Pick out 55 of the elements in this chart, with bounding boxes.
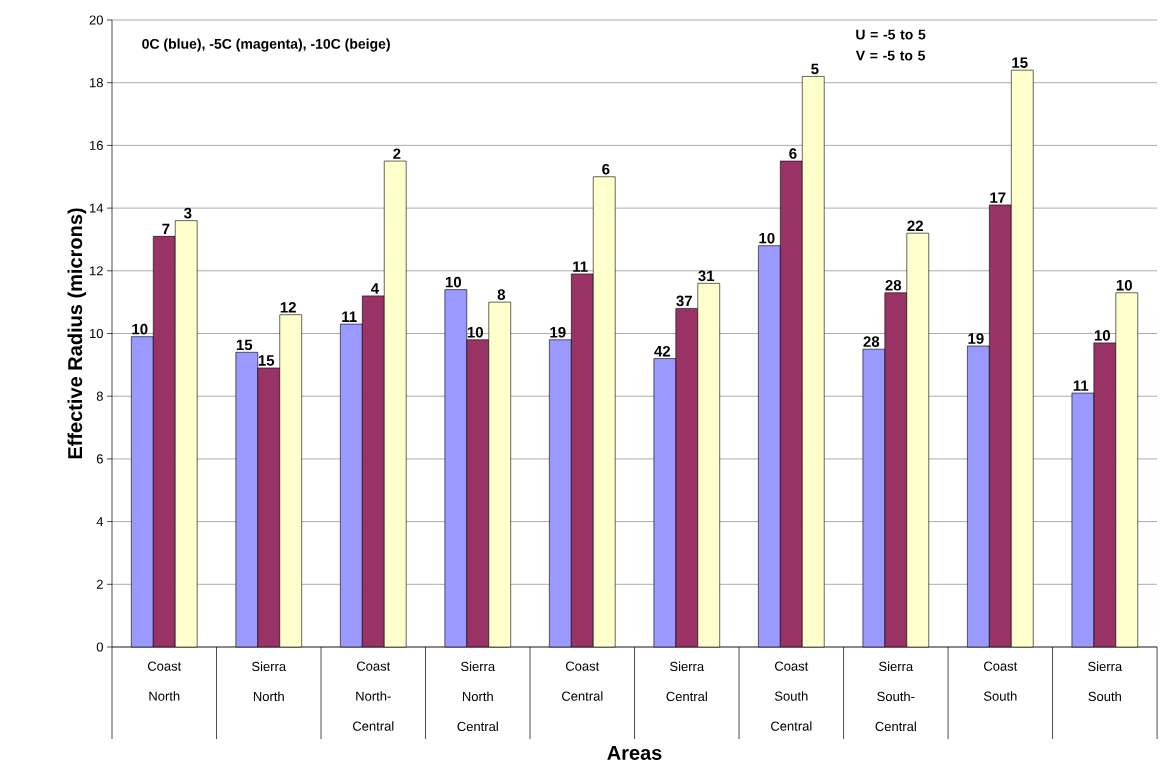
category-label: Sierra Central	[666, 661, 707, 702]
annotation: 31	[698, 270, 715, 282]
category-label: Coast Central	[562, 661, 603, 701]
y-axis-title: Effective Radius (microns)	[67, 208, 87, 459]
y-tick-label: 20	[89, 15, 103, 25]
category-label: Coast North	[147, 661, 182, 701]
annotation: 3	[184, 207, 192, 219]
annotation: 42	[654, 345, 671, 357]
annotation: 11	[342, 311, 357, 322]
y-tick-label: 2	[96, 579, 103, 589]
annotation: 11	[573, 261, 588, 272]
annotation: U = -5 to 5 V = -5 to 5	[855, 29, 926, 61]
y-tick-label: 10	[90, 328, 103, 339]
category-label: Sierra South-Central	[875, 661, 916, 732]
annotation: 2	[393, 148, 401, 159]
annotation: 28	[885, 279, 902, 291]
annotation: 28	[863, 336, 880, 347]
annotation: 4	[370, 283, 379, 294]
annotation: 12	[280, 302, 296, 313]
category-label: Coast South	[983, 661, 1018, 701]
annotation: 10	[1094, 330, 1110, 341]
annotation: 15	[258, 355, 275, 366]
annotation: 15	[1012, 57, 1028, 68]
category-label: Coast South Central	[771, 661, 812, 731]
annotation: 22	[907, 220, 923, 231]
annotation: 10	[132, 323, 148, 335]
annotation: 10	[467, 326, 483, 338]
annotation: 11	[1073, 380, 1089, 391]
annotation: 19	[968, 333, 984, 344]
category-label: Sierra North Central	[457, 661, 498, 732]
category-label: Sierra South	[1088, 661, 1123, 702]
category-label: Sierra North	[252, 661, 287, 702]
annotation: 10	[445, 276, 462, 288]
annotation: 17	[990, 192, 1006, 203]
y-tick-label: 0	[96, 642, 103, 652]
y-tick-label: 12	[90, 266, 103, 276]
annotation: 15	[236, 339, 253, 351]
annotation: 8	[497, 289, 506, 300]
annotation: 19	[550, 326, 566, 338]
category-label: Coast North-Central	[352, 661, 394, 731]
x-axis-title: Areas	[607, 745, 662, 760]
y-tick-label: 4	[96, 517, 104, 527]
annotation: 6	[789, 148, 797, 159]
annotation: 10	[759, 232, 775, 244]
y-tick-label: 6	[96, 454, 103, 464]
y-tick-label: 14	[90, 203, 104, 213]
annotation: 0C (blue), -5C (magenta), -10C (beige)	[142, 38, 390, 52]
annotation: 6	[602, 163, 610, 175]
y-tick-label: 8	[96, 391, 103, 401]
annotation: 37	[676, 295, 692, 307]
y-tick-label: 18	[90, 78, 103, 88]
annotation: 10	[1116, 279, 1132, 291]
annotation: 5	[811, 63, 819, 75]
annotation: 7	[162, 223, 170, 235]
y-tick-label: 16	[90, 140, 103, 150]
